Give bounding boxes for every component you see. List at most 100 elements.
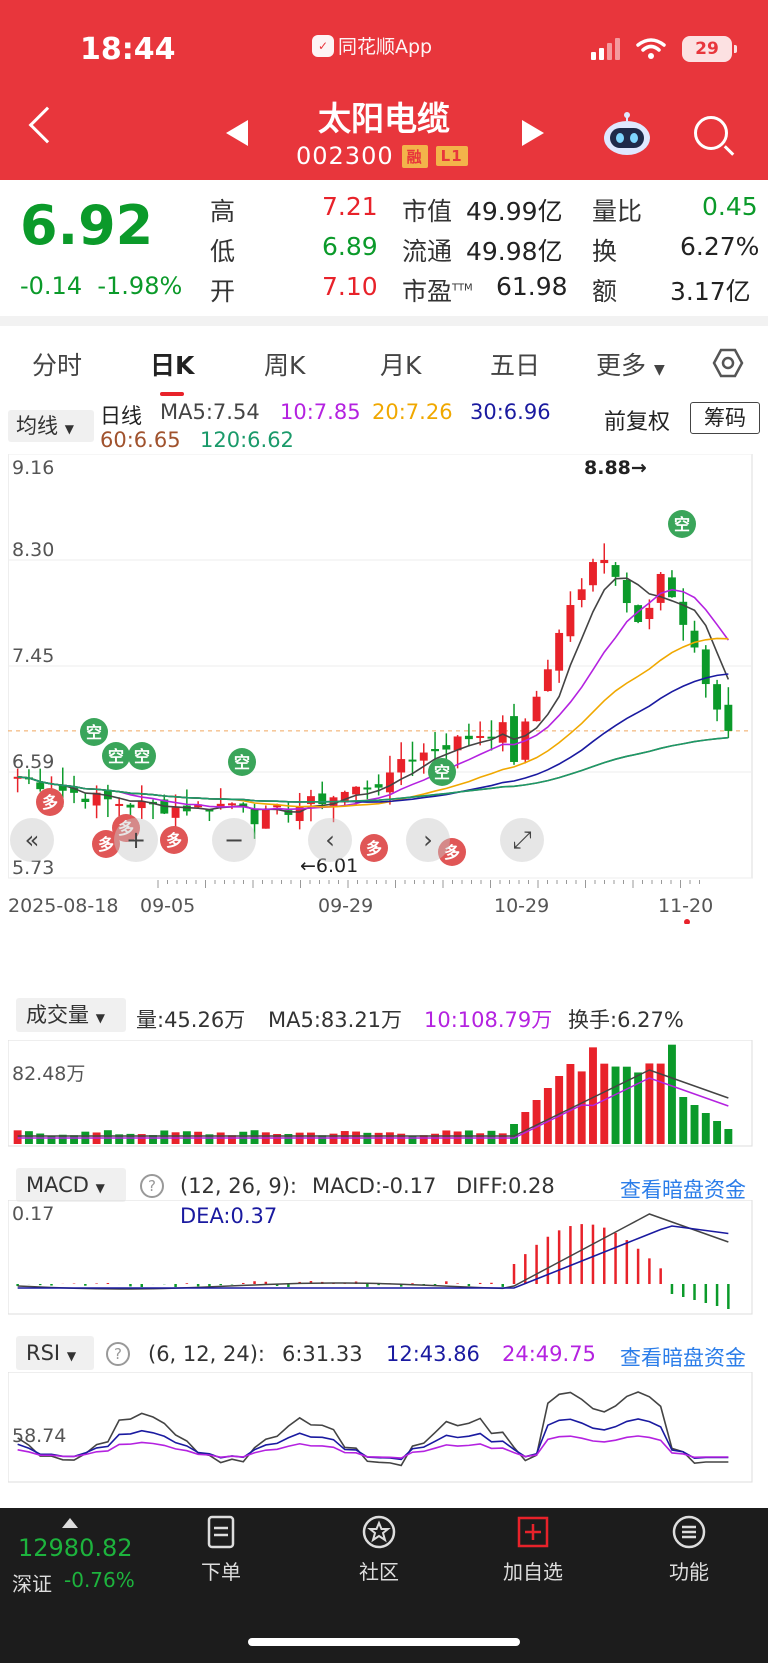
app-logo-icon: ✓	[312, 34, 334, 57]
prev-stock-button[interactable]	[226, 120, 248, 146]
volume-bar	[701, 1113, 710, 1144]
volume-bar	[431, 1133, 439, 1144]
functions-label: 功能	[669, 1560, 709, 1584]
candle-body	[600, 559, 609, 564]
rsi24-value: 24:49.75	[502, 1342, 596, 1366]
zoom-in-control[interactable]	[114, 818, 158, 862]
volume-bar	[273, 1133, 282, 1144]
amount-label: 额	[592, 277, 618, 306]
pan-left-control-glyph: ‹	[325, 826, 335, 854]
volume-bar	[47, 1135, 56, 1144]
ma20-line	[17, 637, 729, 808]
pan-right-control-glyph: ›	[423, 826, 433, 854]
adjust-mode[interactable]: 前复权	[604, 410, 671, 435]
tab-daily[interactable]: 日K	[150, 351, 195, 380]
ma-selector[interactable]: 均线 ▼	[8, 410, 94, 442]
rsi-selector[interactable]: RSI ▼	[16, 1336, 94, 1370]
macd-chart: 0.17	[8, 1200, 753, 1315]
volume-ma5-line	[17, 1069, 729, 1137]
pan-right-control[interactable]	[406, 818, 450, 862]
ma10-value: 10:7.85	[280, 400, 361, 424]
functions-button[interactable]: 功能	[644, 1514, 734, 1585]
expand-up-icon[interactable]	[62, 1518, 78, 1528]
volume-bar	[656, 1063, 665, 1144]
pe-sup: TTM	[452, 282, 473, 294]
change-pct: -1.98%	[97, 272, 183, 300]
volume-bar	[532, 1100, 541, 1144]
y-tick-label: 8.30	[12, 539, 54, 561]
level-tag: L1	[435, 146, 468, 166]
order-button[interactable]: 下单	[176, 1514, 266, 1585]
robot-assistant-icon[interactable]	[602, 112, 652, 156]
dark-pool-link-rsi[interactable]: 查看暗盘资金	[620, 1346, 746, 1370]
volume-bar	[634, 1072, 643, 1144]
buy-signal-text: 多	[166, 831, 182, 850]
app-header: 18:44 ✓ 同花顺App 29 太阳电缆 002300 融 L1	[0, 0, 768, 180]
settings-icon[interactable]	[712, 347, 744, 379]
community-button[interactable]: 社区	[334, 1514, 424, 1585]
chevron-down-icon: ▼	[95, 1181, 105, 1195]
tab-weekly[interactable]: 周K	[264, 351, 306, 380]
volume-ma10-line	[17, 1077, 729, 1139]
buy-signal-bubble	[36, 788, 64, 816]
zoom-out-control[interactable]	[212, 818, 256, 862]
rsi12-value: 12:43.86	[386, 1342, 480, 1366]
index-change: -0.76%	[64, 1568, 135, 1592]
volume-bar	[419, 1135, 428, 1144]
volume-selector[interactable]: 成交量 ▼	[16, 998, 126, 1032]
sell-signal-text: 空	[434, 763, 450, 782]
volume-bar	[679, 1097, 688, 1144]
high-value: 7.21	[322, 192, 378, 221]
macd-selector[interactable]: MACD ▼	[16, 1168, 126, 1202]
next-stock-button[interactable]	[522, 120, 544, 146]
open-label: 开	[210, 277, 236, 306]
tab-monthly[interactable]: 月K	[380, 351, 422, 380]
buy-signal-text: 多	[444, 843, 460, 862]
volume-bar	[397, 1133, 406, 1144]
sell-signal-bubble	[228, 748, 256, 776]
low-value: 6.89	[322, 232, 378, 261]
search-icon[interactable]	[694, 116, 728, 150]
candle-body	[419, 752, 428, 761]
stock-name: 太阳电缆	[318, 99, 450, 138]
index-value[interactable]: 12980.82	[18, 1534, 133, 1562]
volume-bar	[521, 1112, 530, 1144]
volume-bar	[250, 1130, 259, 1144]
candle-body	[679, 601, 688, 625]
ma5-line	[17, 577, 730, 813]
tab-five-day[interactable]: 五日	[490, 351, 541, 380]
ma-selector-label: 均线	[16, 414, 58, 438]
sell-signal-text: 空	[86, 723, 102, 742]
dark-pool-link[interactable]: 查看暗盘资金	[620, 1178, 746, 1202]
open-value: 7.10	[322, 272, 378, 301]
tab-more[interactable]: 更多 ▼	[596, 346, 665, 382]
rsi6-line	[17, 1391, 729, 1467]
volume-bar	[464, 1130, 473, 1144]
candle-body	[543, 669, 552, 692]
add-watchlist-button[interactable]: 加自选	[488, 1514, 578, 1585]
divider	[0, 316, 768, 326]
volume-bar	[543, 1088, 552, 1144]
volume-bar	[70, 1135, 78, 1144]
sell-signal-bubble	[668, 510, 696, 538]
kline-chart[interactable]: 9.168.307.456.595.738.88→←6.01空空空空空空多多多多…	[8, 454, 760, 924]
volume-bar	[58, 1134, 67, 1144]
volume-bar	[103, 1130, 112, 1144]
mcap-value: 49.99亿	[466, 197, 563, 226]
volume-bar	[510, 1124, 518, 1144]
tab-intraday[interactable]: 分时	[32, 351, 83, 380]
candle-body	[13, 776, 22, 779]
y-tick-label: 7.45	[12, 645, 54, 667]
scroll-left-control[interactable]	[10, 818, 54, 862]
candle-body	[194, 804, 203, 808]
wifi-icon	[636, 38, 666, 59]
candle-body	[126, 804, 135, 808]
help-icon[interactable]: ?	[106, 1342, 130, 1366]
candle-body	[611, 565, 620, 577]
chips-button[interactable]: 筹码	[690, 402, 760, 434]
volume-bar	[589, 1047, 597, 1144]
help-icon[interactable]: ?	[140, 1174, 164, 1198]
fullscreen-control[interactable]	[500, 818, 544, 862]
chevron-down-icon: ▼	[66, 1349, 77, 1363]
pan-left-control[interactable]	[308, 818, 352, 862]
